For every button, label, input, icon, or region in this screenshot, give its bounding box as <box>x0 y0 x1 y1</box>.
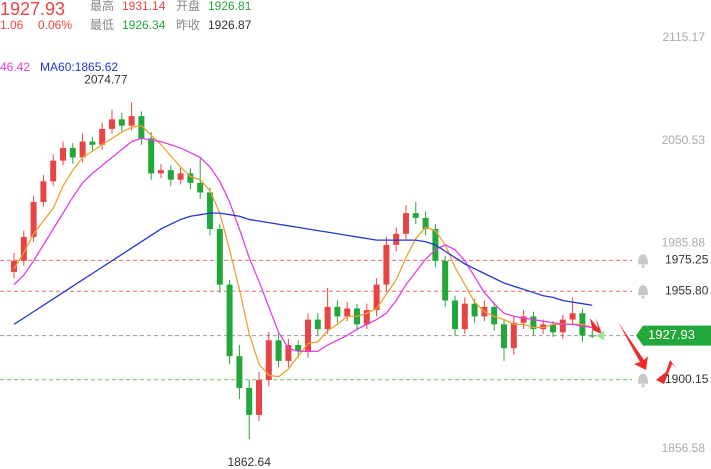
candle-body <box>363 310 370 325</box>
candle-body <box>236 356 243 388</box>
candle-body <box>501 324 507 349</box>
candle-body <box>344 308 351 317</box>
candle-body <box>412 213 419 218</box>
arrow <box>618 322 648 370</box>
candle-body <box>452 300 458 330</box>
stat-value: 1926.34 <box>122 18 166 32</box>
candle-body <box>589 335 596 337</box>
stat-value: 1931.14 <box>122 0 166 13</box>
alert-label: 1955.80 <box>665 283 709 297</box>
candle-body <box>442 260 449 301</box>
candle-body <box>128 116 135 126</box>
candle-body <box>530 316 537 330</box>
ma-legend: 46.42 <box>0 60 30 74</box>
candle-body <box>383 244 390 285</box>
bell-icon <box>638 285 648 296</box>
candle-body <box>138 116 145 139</box>
candle-body <box>167 170 174 180</box>
candle-body <box>403 213 409 234</box>
bell-icon <box>638 373 648 384</box>
ma-line <box>13 124 593 378</box>
min-label: 1862.64 <box>228 455 272 469</box>
candles <box>11 102 596 440</box>
last-marker <box>596 330 605 341</box>
last-price-label: 1927.93 <box>648 327 695 342</box>
candle-body <box>246 387 253 415</box>
candle-body <box>540 324 547 330</box>
stat-value: 1926.81 <box>208 0 252 13</box>
candle-body <box>520 316 527 323</box>
stat-label: 昨收 <box>176 18 200 32</box>
ma-legend: MA60:1865.62 <box>40 60 118 74</box>
candle-body <box>324 306 331 330</box>
y-tick-label: 1856.58 <box>662 441 706 455</box>
candle-body <box>148 138 155 174</box>
candle-body <box>256 379 262 415</box>
candle-body <box>197 182 204 193</box>
candle-body <box>207 192 213 229</box>
candle-body <box>265 340 272 380</box>
candle-body <box>314 319 321 330</box>
candle-body <box>334 306 341 317</box>
y-tick-label: 2050.53 <box>662 133 706 147</box>
candle-body <box>60 147 66 161</box>
candle-body <box>118 119 125 126</box>
bell-clapper <box>641 264 645 268</box>
ma-line <box>13 212 593 325</box>
candle-body <box>295 345 302 352</box>
candle-body <box>158 170 164 174</box>
candle-body <box>216 228 223 285</box>
ma-line <box>13 137 593 353</box>
candle-body <box>285 345 292 361</box>
arrows <box>590 318 676 384</box>
stat-label: 最高 <box>90 0 114 13</box>
change-pct: 0.06% <box>38 18 72 32</box>
candle-body <box>275 340 282 361</box>
candle-body <box>99 128 106 145</box>
candle-body <box>491 306 498 325</box>
change: 1.06 <box>0 18 24 32</box>
alert-label: 1975.25 <box>665 253 709 267</box>
candle-body <box>550 324 556 333</box>
stat-value: 1926.87 <box>208 18 252 32</box>
candle-body <box>79 141 86 158</box>
stat-label: 开盘 <box>176 0 200 13</box>
max-label: 2074.77 <box>84 72 128 86</box>
last-price-box <box>636 325 711 346</box>
bell-clapper <box>641 295 645 299</box>
candle-body <box>109 119 115 129</box>
candle-body <box>559 319 566 333</box>
candle-body <box>20 236 27 261</box>
candle-body <box>89 141 96 145</box>
candle-body <box>305 319 311 352</box>
bell-icon <box>638 254 648 265</box>
candle-body <box>69 147 76 158</box>
candle-body <box>373 284 380 311</box>
candle-body <box>187 173 194 183</box>
candle-body <box>11 260 17 272</box>
candle-body <box>40 181 47 202</box>
candle-body <box>226 284 233 357</box>
candle-body <box>30 201 37 237</box>
candle-body <box>177 173 184 180</box>
candle-body <box>393 233 400 245</box>
candle-body <box>510 322 517 349</box>
candle-body <box>50 160 57 182</box>
price: 1927.93 <box>0 0 65 19</box>
bell-clapper <box>641 384 645 388</box>
candle-body <box>461 303 468 330</box>
alert-label: 1900.15 <box>665 372 709 386</box>
arrow <box>590 318 602 338</box>
candle-body <box>569 313 576 320</box>
arrow <box>656 360 676 384</box>
y-tick-label: 2115.17 <box>663 30 706 44</box>
y-tick-label: 1985.88 <box>662 236 706 250</box>
stat-label: 最低 <box>90 18 114 32</box>
candle-body <box>471 303 478 317</box>
candle-body <box>422 217 429 229</box>
